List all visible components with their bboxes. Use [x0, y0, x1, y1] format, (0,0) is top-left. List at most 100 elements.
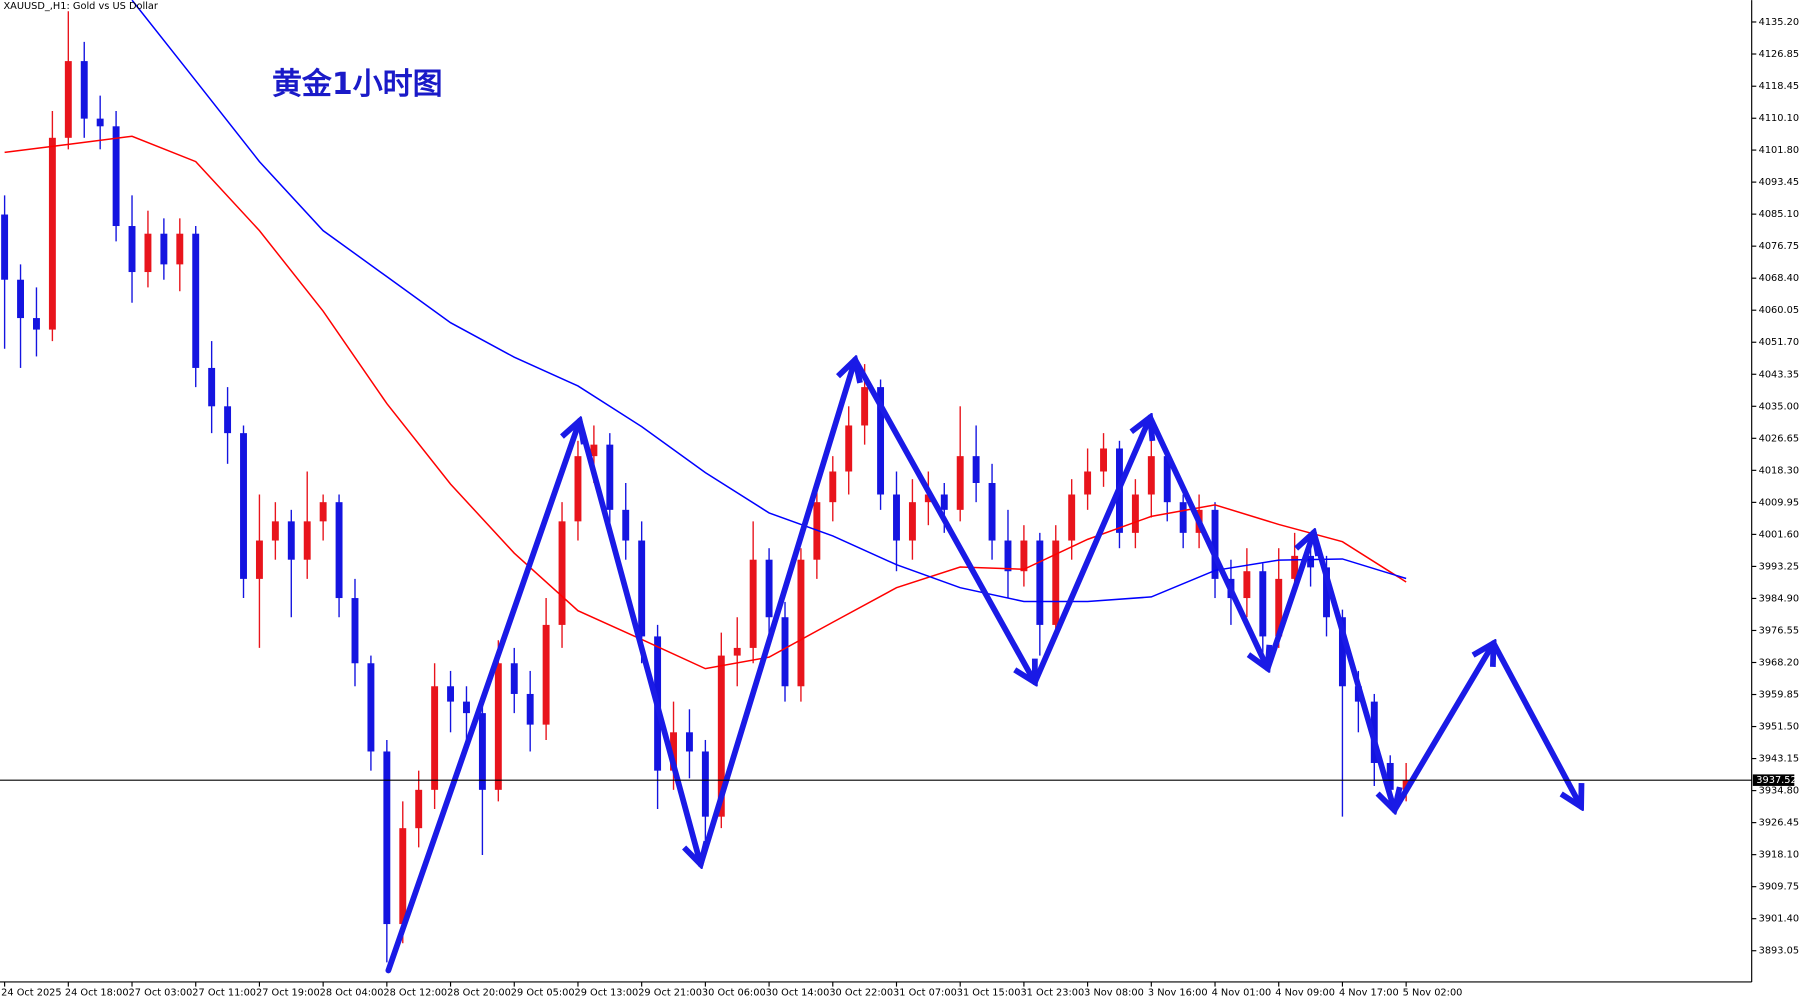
candle-body: [144, 233, 152, 273]
candle-body: [606, 444, 614, 510]
y-tick-label: 4018.30: [1759, 465, 1799, 476]
candle-body: [574, 456, 582, 522]
candle-body: [638, 540, 646, 637]
candle-body: [526, 693, 534, 725]
y-tick-label: 4051.70: [1759, 337, 1799, 348]
y-tick-label: 3951.50: [1759, 722, 1799, 733]
candle-body: [208, 367, 216, 407]
candle-body: [1068, 494, 1076, 541]
candle-body: [733, 647, 741, 656]
arrow: [1264, 533, 1314, 672]
candle-body: [240, 433, 247, 579]
candle-body: [33, 318, 40, 330]
candle-body: [128, 226, 136, 273]
y-tick-label: 4135.20: [1759, 17, 1799, 28]
y-tick-label: 4110.10: [1759, 113, 1799, 124]
x-tick-label: 28 Oct 04:00: [320, 987, 384, 998]
candle-body: [829, 471, 837, 503]
candle-body: [96, 118, 104, 127]
candle-body: [1131, 494, 1139, 533]
candle-body: [749, 559, 757, 648]
y-tick-label: 3984.90: [1759, 593, 1799, 604]
x-tick-label: 30 Oct 22:00: [829, 987, 893, 998]
candle-body: [287, 521, 295, 560]
candle-body: [494, 663, 502, 790]
symbol-label: XAUUSD_,H1: Gold vs US Dollar: [3, 1, 158, 12]
y-tick-label: 3943.15: [1759, 754, 1799, 765]
candle-body: [765, 559, 773, 618]
candle-body: [1275, 578, 1283, 637]
candle-body: [431, 686, 439, 790]
candle-body: [1020, 540, 1028, 572]
y-tick-label: 3901.40: [1759, 914, 1799, 925]
candle-body: [956, 456, 964, 510]
y-tick-label: 3993.25: [1759, 561, 1799, 572]
candle-body: [924, 494, 932, 503]
candle-body: [80, 61, 88, 119]
arrow: [1391, 643, 1493, 814]
candle-body: [590, 444, 598, 457]
candle-body: [558, 521, 566, 625]
candle-body: [1243, 571, 1251, 599]
arrow: [385, 421, 579, 974]
x-tick-label: 24 Oct 2025: [1, 987, 61, 998]
candle-body: [893, 494, 900, 541]
candle-body: [160, 233, 168, 265]
candle-body: [64, 61, 72, 138]
candle-body: [351, 598, 359, 664]
candle-body: [1036, 540, 1044, 625]
candle-body: [988, 482, 996, 541]
y-tick-label: 3968.20: [1759, 657, 1799, 668]
candle-body: [510, 663, 518, 694]
candle-body: [303, 521, 311, 560]
candle-body: [1179, 502, 1187, 533]
x-tick-label: 29 Oct 21:00: [638, 987, 702, 998]
x-tick-label: 30 Oct 06:00: [702, 987, 766, 998]
candle-body: [845, 425, 853, 472]
candle-body: [17, 279, 24, 319]
arrow: [1490, 640, 1582, 807]
candle-body: [781, 617, 789, 687]
x-tick-label: 28 Oct 12:00: [383, 987, 447, 998]
y-tick-label: 3926.45: [1759, 818, 1799, 829]
candle-body: [335, 502, 343, 599]
candle-body: [112, 126, 120, 227]
y-tick-label: 4060.05: [1759, 305, 1799, 316]
y-tick-label: 3909.75: [1759, 882, 1799, 893]
y-tick-label: 4126.85: [1759, 49, 1799, 60]
plot-area: [0, 0, 1752, 982]
price-box: [1752, 774, 1795, 786]
y-tick-label: 4009.95: [1759, 497, 1799, 508]
x-tick-label: 27 Oct 03:00: [129, 987, 193, 998]
candle-body: [797, 559, 805, 687]
candle-body: [1100, 448, 1107, 472]
y-tick-label: 3934.80: [1759, 786, 1799, 797]
x-tick-label: 3 Nov 08:00: [1084, 987, 1144, 998]
moving-average: [4, 135, 1407, 670]
x-tick-label: 31 Oct 15:00: [957, 987, 1021, 998]
candle-body: [1323, 567, 1330, 618]
candle-body: [367, 663, 375, 752]
x-tick-label: 31 Oct 23:00: [1020, 987, 1084, 998]
arrow: [1031, 417, 1150, 686]
x-tick-label: 30 Oct 14:00: [766, 987, 830, 998]
y-tick-label: 3893.05: [1759, 946, 1799, 957]
candle-body: [908, 502, 916, 541]
x-tick-label: 4 Nov 17:00: [1339, 987, 1399, 998]
x-tick-label: 4 Nov 09:00: [1275, 987, 1335, 998]
y-tick-label: 4035.00: [1759, 401, 1799, 412]
candle-body: [622, 509, 630, 541]
candle-body: [271, 521, 279, 541]
y-tick-label: 4085.10: [1759, 209, 1799, 220]
y-tick-label: 4026.65: [1759, 433, 1799, 444]
arrow: [1147, 414, 1268, 668]
x-tick-label: 29 Oct 05:00: [511, 987, 575, 998]
candle-body: [1147, 456, 1155, 495]
arrow: [852, 356, 1035, 683]
candle-body: [48, 137, 56, 330]
candle-body: [176, 233, 184, 265]
y-tick-label: 3976.55: [1759, 625, 1799, 636]
candle-body: [1084, 471, 1092, 495]
candle-body: [415, 789, 423, 829]
